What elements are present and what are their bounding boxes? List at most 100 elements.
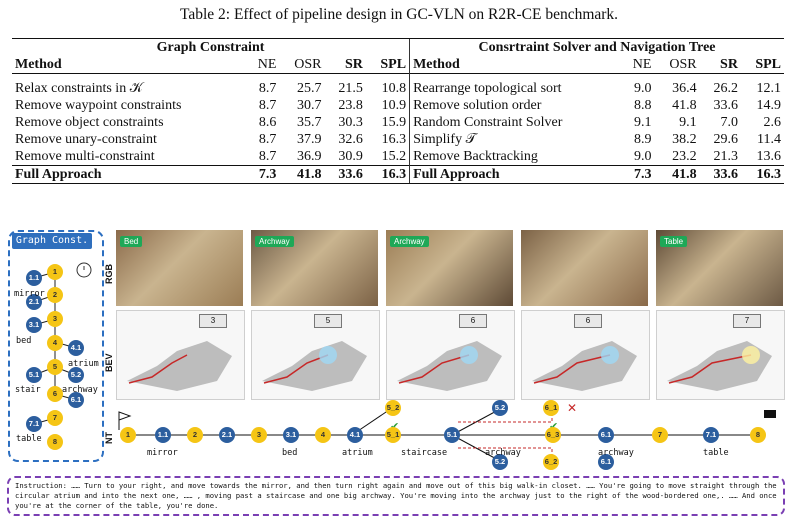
table-cell: 7.3 — [245, 164, 280, 184]
gc-node: 3 — [47, 311, 63, 327]
table-cell: 21.5 — [338, 80, 363, 96]
svg-text:✕: ✕ — [567, 401, 577, 415]
bev-map-drawing — [667, 341, 772, 391]
nt-node: 7.1 — [703, 427, 719, 443]
table-cell: 41.8 — [672, 97, 697, 113]
table-cell: 9.1 — [679, 114, 697, 130]
table-cell: 30.7 — [297, 97, 322, 113]
nt-node: 5.1 — [444, 427, 460, 443]
col-ne-right: NE — [632, 57, 652, 72]
nt-label-atrium: atrium — [342, 448, 373, 458]
table-cell: Relax constraints in 𝒦 — [15, 80, 143, 96]
nt-node: 5_1 — [385, 427, 401, 443]
table-cell: Full Approach — [409, 164, 621, 184]
table-cell: 8.7 — [258, 131, 277, 147]
col-osr-left: OSR — [294, 57, 322, 72]
table-cell: 8.9 — [633, 131, 652, 147]
gc-label-atrium: atrium — [68, 359, 99, 369]
bev-map: 6 — [386, 310, 515, 400]
right-group-header: Consrtraint Solver and Navigation Tree — [409, 38, 784, 56]
bev-map: 7 — [656, 310, 785, 400]
object-tag: Archway — [255, 236, 294, 247]
col-method-right: Method — [409, 56, 621, 74]
col-ne-left: NE — [257, 57, 277, 72]
table-cell: 33.6 — [699, 164, 741, 184]
full-approach-row: Full Approach 7.3 41.8 33.6 16.3 Full Ap… — [12, 164, 784, 184]
nt-node: 5_2 — [385, 400, 401, 416]
nt-node: 6.1 — [598, 427, 614, 443]
gc-label-bed: bed — [16, 336, 32, 346]
gc-node: 1.1 — [26, 270, 42, 286]
table-cell: 33.6 — [324, 164, 366, 184]
table-cell: 8.7 — [258, 97, 277, 113]
bev-map-drawing — [532, 341, 637, 391]
table-cell: 23.2 — [672, 148, 697, 164]
rgb-image — [521, 230, 648, 306]
rgb-frame — [521, 230, 648, 306]
graph-constraint-title: Graph Const. — [12, 233, 92, 249]
rgb-frame: Archway — [251, 230, 378, 306]
table-cell: Remove unary-constraint — [15, 131, 157, 147]
nt-node: 4 — [315, 427, 331, 443]
nt-node: 4.1 — [347, 427, 363, 443]
table-cell: 15.2 — [381, 148, 407, 164]
table-cell: 16.3 — [365, 164, 410, 184]
table-row: Remove waypoint constraints 8.7 30.7 23.8 10… — [12, 96, 784, 114]
col-osr-right: OSR — [669, 57, 697, 72]
table-cell: 13.6 — [756, 148, 782, 164]
method-figure: Graph Const. 1 1.1 2 2.1 3 3.1 4 4.1 5 5.1 5.2 6 6.1… — [0, 222, 798, 526]
gc-node: 7 — [47, 410, 63, 426]
instruction-box: Instruction: …… Turn to your right, and … — [7, 476, 785, 516]
gc-node: 6 — [47, 386, 63, 402]
row-label-bev: BEV — [104, 353, 114, 372]
table-cell: 7.0 — [720, 114, 738, 130]
nt-node: 8 — [750, 427, 766, 443]
table-row: Relax constraints in 𝒦 8.7 25.7 21.5 10.8 Rea… — [12, 79, 784, 97]
table-row: Remove unary-constraint 8.7 37.9 32.6 16.3 Si… — [12, 130, 784, 148]
table-cell: Remove Backtracking — [409, 147, 621, 165]
gc-node: 3.1 — [26, 317, 42, 333]
bev-map-drawing — [127, 341, 232, 391]
table-cell: Remove multi-constraint — [15, 148, 155, 164]
bev-map: 3 — [116, 310, 245, 400]
table-cell: 23.8 — [338, 97, 363, 113]
bev-map-drawing — [397, 341, 502, 391]
nt-label-bed: bed — [282, 448, 298, 458]
gc-label-stair: stair — [15, 385, 41, 395]
table-cell: Random Constraint Solver — [409, 113, 621, 131]
table-cell: 29.6 — [713, 131, 738, 147]
gc-node: 7.1 — [26, 416, 42, 432]
table-cell: Simplify 𝒯 — [409, 130, 621, 148]
table-cell: 33.6 — [713, 97, 738, 113]
table-cell: 10.9 — [381, 97, 407, 113]
table-cell: 7.3 — [621, 164, 655, 184]
table-cell: 30.9 — [338, 148, 363, 164]
table-cell: Remove solution order — [409, 96, 621, 114]
table-cell: 11.4 — [757, 131, 781, 147]
table-cell: 12.1 — [756, 80, 782, 96]
step-counter: 3 — [199, 314, 227, 328]
table-cell: Rearrange topological sort — [409, 79, 621, 97]
table-cell: 2.6 — [763, 114, 782, 130]
table-cell: 26.2 — [713, 80, 738, 96]
nt-node: 5.2 — [492, 400, 508, 416]
nt-node: 1.1 — [155, 427, 171, 443]
table-cell: 16.3 — [381, 131, 407, 147]
table-cell: 25.7 — [297, 80, 322, 96]
col-sr-left: SR — [344, 57, 363, 72]
table-cell: 15.9 — [381, 114, 407, 130]
table-cell: 36.9 — [297, 148, 322, 164]
table-cell: 32.6 — [338, 131, 363, 147]
col-method-left: Method — [15, 57, 62, 72]
gc-node: 6.1 — [68, 392, 84, 408]
table-cell: 35.7 — [297, 114, 322, 130]
nt-label-staircase: staircase — [401, 448, 448, 458]
table-cell: 9.0 — [633, 148, 652, 164]
gc-label-archway: archway — [62, 385, 98, 395]
table-cell: 41.8 — [654, 164, 700, 184]
gc-node: 1 — [47, 264, 63, 280]
col-spl-right: SPL — [755, 57, 781, 72]
table-cell: 10.8 — [381, 80, 407, 96]
gc-node: 2.1 — [26, 294, 42, 310]
nt-node: 6_2 — [543, 454, 559, 470]
